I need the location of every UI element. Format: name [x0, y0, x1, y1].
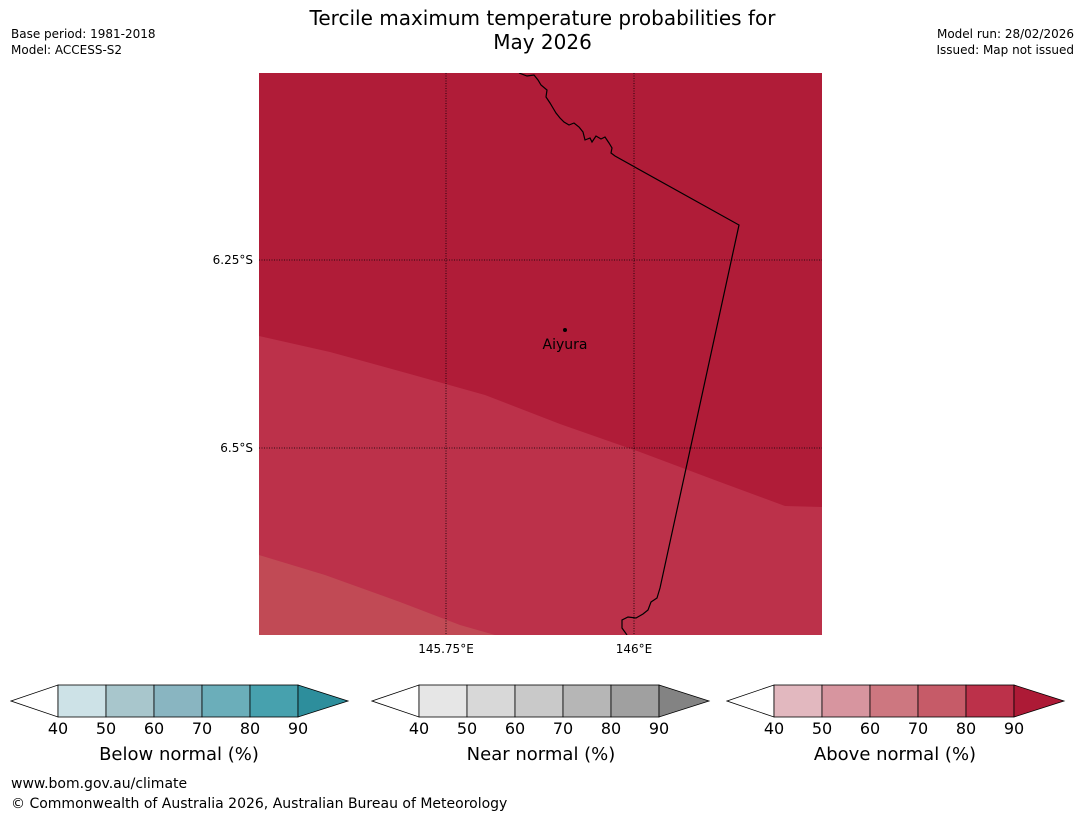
- colorbar-above-normal: 40 50 60 70 80 90 Above normal (%): [726, 684, 1066, 774]
- near-tick-label: 70: [552, 719, 574, 738]
- colorbar-below-label: Below normal (%): [99, 744, 259, 765]
- issued-status: Issued: Map not issued: [936, 43, 1074, 57]
- meta-right: Model run: 28/02/2026 Issued: Map not is…: [936, 26, 1074, 58]
- model-name: Model: ACCESS-S2: [11, 43, 123, 57]
- lon-label-145-75: 145.75°E: [418, 642, 474, 656]
- below-segment-80: [249, 684, 299, 718]
- colorbar-near-label: Near normal (%): [466, 744, 616, 765]
- near-segment-70: [562, 684, 612, 718]
- map-zone-above-70: [259, 555, 495, 635]
- above-tick-label: 50: [811, 719, 833, 738]
- above-segment-80: [965, 684, 1015, 718]
- base-period: Base period: 1981-2018: [11, 27, 156, 41]
- below-tick-label: 70: [191, 719, 213, 738]
- colorbar-near-normal: 40 50 60 70 80 90 Near normal (%): [371, 684, 711, 774]
- above-segment-70: [917, 684, 967, 718]
- colorbar-below-svg: [10, 684, 350, 718]
- above-extension-low: [726, 684, 775, 718]
- below-segment-60: [153, 684, 203, 718]
- above-tick-label: 90: [1003, 719, 1025, 738]
- aiyura-marker-icon: [563, 328, 567, 332]
- below-tick-label: 40: [47, 719, 69, 738]
- place-label-aiyura: Aiyura: [542, 337, 588, 353]
- colorbar-above-label: Above normal (%): [813, 744, 977, 765]
- below-segment-70: [201, 684, 251, 718]
- map-zone-above-80: [259, 336, 822, 635]
- title-line-1: Tercile maximum temperature probabilitie…: [309, 6, 776, 30]
- near-segment-40: [418, 684, 468, 718]
- meta-left: Base period: 1981-2018 Model: ACCESS-S2: [11, 26, 156, 58]
- below-tick-label: 50: [95, 719, 117, 738]
- below-extension-low: [10, 684, 59, 718]
- above-tick-label: 60: [859, 719, 881, 738]
- above-tick-label: 80: [955, 719, 977, 738]
- footer-url[interactable]: www.bom.gov.au/climate: [11, 776, 188, 792]
- map-title: Tercile maximum temperature probabilitie…: [0, 6, 1085, 54]
- near-segment-60: [514, 684, 564, 718]
- lon-label-146: 146°E: [615, 642, 653, 656]
- above-segment-60: [869, 684, 919, 718]
- footer-copyright: © Commonwealth of Australia 2026, Austra…: [11, 796, 508, 812]
- colorbar-below-normal: 40 50 60 70 80 90 Below normal (%): [10, 684, 350, 774]
- colorbar-near-svg: [371, 684, 711, 718]
- near-tick-label: 60: [504, 719, 526, 738]
- title-line-2: May 2026: [493, 30, 592, 54]
- near-segment-80: [610, 684, 660, 718]
- above-tick-label: 40: [763, 719, 785, 738]
- above-segment-40: [773, 684, 823, 718]
- near-tick-label: 80: [600, 719, 622, 738]
- above-extension-high: [1013, 684, 1066, 718]
- near-tick-label: 50: [456, 719, 478, 738]
- near-extension-high: [658, 684, 711, 718]
- province-border: [518, 73, 740, 635]
- below-segment-40: [57, 684, 107, 718]
- below-tick-label: 60: [143, 719, 165, 738]
- near-extension-low: [371, 684, 420, 718]
- above-tick-label: 70: [907, 719, 929, 738]
- model-run: Model run: 28/02/2026: [936, 27, 1074, 41]
- below-tick-label: 90: [287, 719, 309, 738]
- colorbar-above-svg: [726, 684, 1066, 718]
- above-segment-50: [821, 684, 871, 718]
- lat-label-6-25: 6.25°S: [212, 253, 253, 267]
- below-extension-high: [297, 684, 350, 718]
- near-tick-label: 90: [648, 719, 670, 738]
- lat-label-6-5: 6.5°S: [220, 441, 253, 455]
- near-tick-label: 40: [408, 719, 430, 738]
- below-segment-50: [105, 684, 155, 718]
- below-tick-label: 80: [239, 719, 261, 738]
- near-segment-50: [466, 684, 516, 718]
